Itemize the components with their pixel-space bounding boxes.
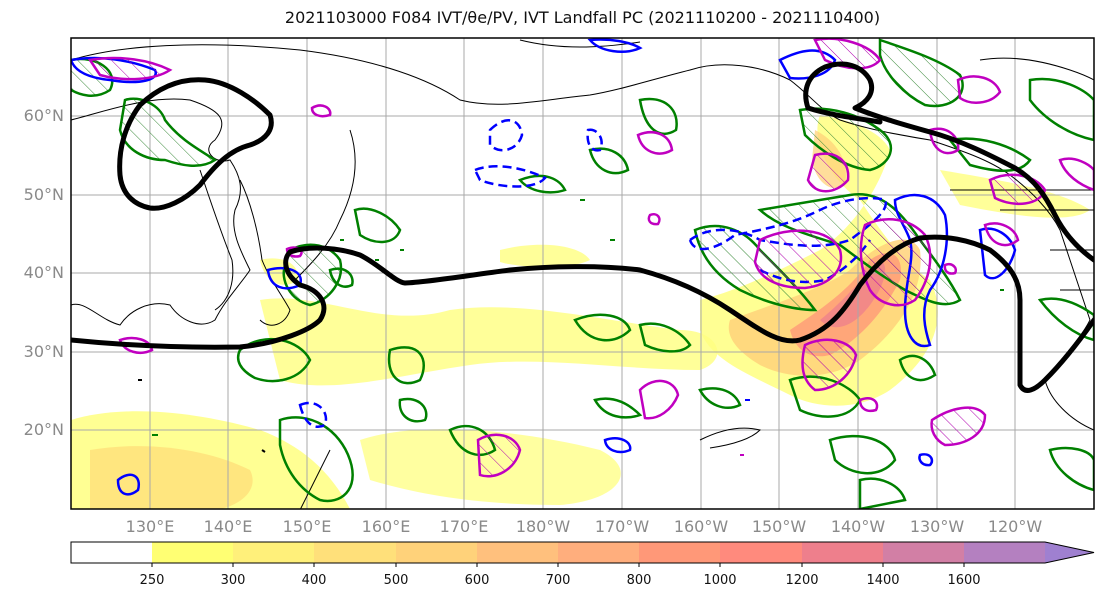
lon-label-150w: 150°W (751, 517, 807, 536)
lon-label-180w: 180°W (515, 517, 571, 536)
lon-label-170e: 170°E (439, 517, 489, 536)
lat-label-20n: 20°N (23, 420, 64, 439)
colorbar-tick-1600: 1600 (947, 573, 981, 588)
colorbar-tick-800: 800 (626, 573, 652, 588)
lon-label-140w: 140°W (830, 517, 886, 536)
lon-label-140e: 140°E (203, 517, 253, 536)
lon-label-130e: 130°E (125, 517, 175, 536)
landfall-pc-outline (71, 61, 1094, 393)
lon-label-160w: 160°W (673, 517, 729, 536)
lat-label-50n: 50°N (23, 185, 64, 204)
colorbar-tick-1200: 1200 (785, 573, 819, 588)
lon-label-150e: 150°E (282, 517, 332, 536)
colorbar-tick-600: 600 (464, 573, 490, 588)
colorbar-tick-300: 300 (220, 573, 246, 588)
lat-label-40n: 40°N (23, 263, 64, 282)
lon-label-170w: 170°W (594, 517, 650, 536)
colorbar-tick-1000: 1000 (703, 573, 737, 588)
colorbar-tick-400: 400 (301, 573, 327, 588)
colorbar-tick-500: 500 (383, 573, 409, 588)
lon-label-120w: 120°W (987, 517, 1043, 536)
small-contour-specks (138, 199, 1004, 456)
lat-label-30n: 30°N (23, 342, 64, 361)
colorbar (70, 541, 1095, 567)
lon-label-130w: 130°W (909, 517, 965, 536)
map-frame (70, 37, 1095, 510)
colorbar-tick-250: 250 (139, 573, 165, 588)
lat-label-60n: 60°N (23, 106, 64, 125)
colorbar-tick-1400: 1400 (866, 573, 900, 588)
lon-label-160e: 160°E (361, 517, 411, 536)
colorbar-tick-700: 700 (545, 573, 571, 588)
map-title: 2021103000 F084 IVT/θe/PV, IVT Landfall … (284, 8, 881, 27)
